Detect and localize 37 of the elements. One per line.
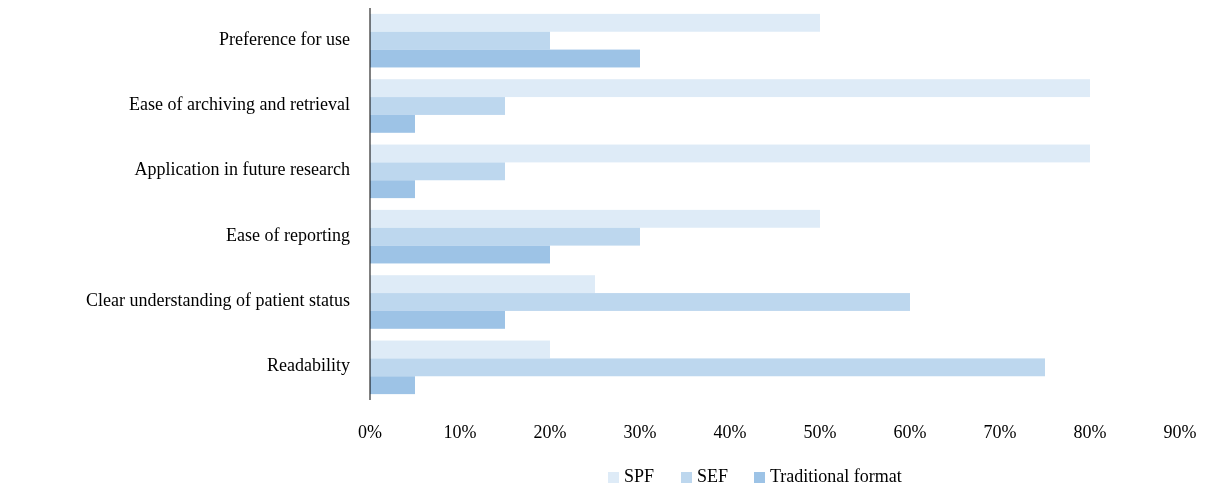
bar	[370, 293, 910, 311]
y-tick-label: Application in future research	[134, 159, 350, 180]
x-tick-label: 30%	[623, 422, 657, 442]
bar	[370, 79, 1090, 98]
x-tick-label: 50%	[803, 422, 837, 442]
y-tick-label: Preference for use	[219, 28, 351, 49]
bar	[370, 97, 505, 115]
legend-label: Traditional format	[770, 466, 902, 487]
x-tick-label: 60%	[893, 422, 927, 442]
bar	[370, 114, 415, 133]
y-tick-label: Clear understanding of patient status	[86, 290, 350, 311]
y-tick-label: Ease of archiving and retrieval	[129, 94, 350, 115]
legend-label: SPF	[624, 466, 655, 487]
x-tick-label: 40%	[713, 422, 747, 442]
bar	[370, 144, 1090, 163]
bar	[370, 358, 1045, 377]
x-tick-label: 20%	[533, 422, 567, 442]
x-tick-label: 10%	[443, 422, 477, 442]
bar	[370, 13, 820, 32]
y-tick-label: Ease of reporting	[226, 224, 350, 245]
bar	[370, 49, 640, 68]
x-tick-label: 0%	[358, 422, 382, 442]
bar	[370, 162, 505, 181]
bar	[370, 180, 415, 199]
bar	[370, 275, 595, 294]
bar	[370, 245, 550, 264]
x-tick-label: 70%	[983, 422, 1017, 442]
bar	[370, 227, 640, 246]
x-tick-label: 90%	[1163, 422, 1197, 442]
y-tick-label: Readability	[267, 355, 350, 376]
bar	[370, 340, 550, 359]
bar	[370, 310, 505, 329]
x-tick-label: 80%	[1073, 422, 1107, 442]
bar	[370, 376, 415, 395]
bar	[370, 31, 550, 50]
bar	[370, 209, 820, 228]
legend-label: SEF	[697, 466, 729, 487]
